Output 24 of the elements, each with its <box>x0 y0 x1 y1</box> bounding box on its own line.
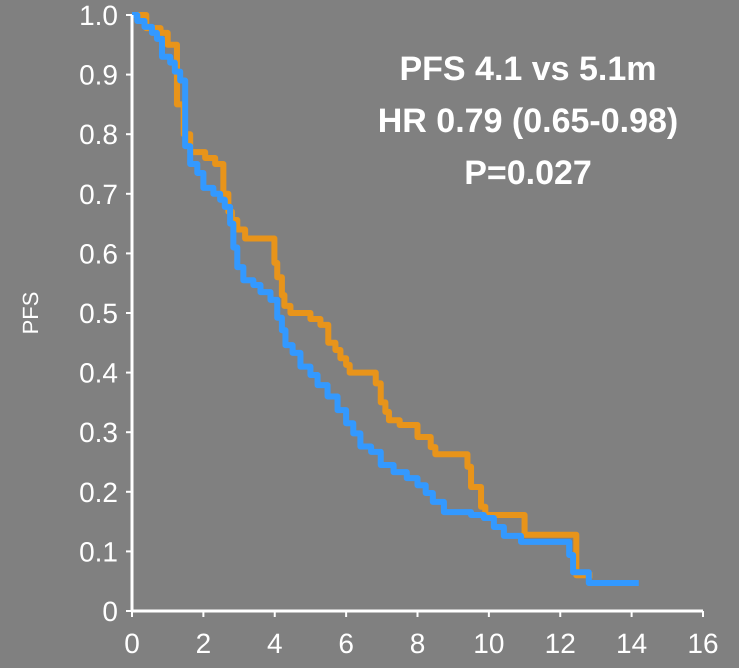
y-tick-label: 0.2 <box>79 476 118 508</box>
x-tick-label: 12 <box>544 628 576 659</box>
y-tick-label: 0.9 <box>79 60 118 91</box>
y-tick-label: 0.7 <box>79 178 118 210</box>
x-tick-label: 6 <box>338 628 354 659</box>
annotation: PFS 4.1 vs 5.1m <box>399 50 657 88</box>
x-tick-label: 2 <box>196 628 212 659</box>
y-tick-label: 0.4 <box>79 358 118 389</box>
y-tick-label: 0.1 <box>79 536 118 568</box>
y-tick-label: 0.6 <box>79 238 118 270</box>
annotation: HR 0.79 (0.65-0.98) <box>378 102 678 140</box>
x-tick-label: 0 <box>124 628 140 659</box>
y-tick-label: 0.8 <box>79 119 118 150</box>
x-tick-label: 10 <box>473 628 504 659</box>
x-tick-label: 14 <box>616 628 648 659</box>
y-tick-label: 1.0 <box>79 0 118 31</box>
y-tick-label: 0.5 <box>79 298 118 329</box>
y-axis-title: PFS <box>18 292 43 334</box>
y-tick-label: 0.3 <box>79 417 118 448</box>
x-tick-label: 4 <box>266 628 283 659</box>
x-tick-label: 8 <box>410 628 426 659</box>
annotation: P=0.027 <box>464 154 592 192</box>
x-tick-label: 16 <box>687 628 719 659</box>
y-tick-label: 0 <box>102 596 118 627</box>
